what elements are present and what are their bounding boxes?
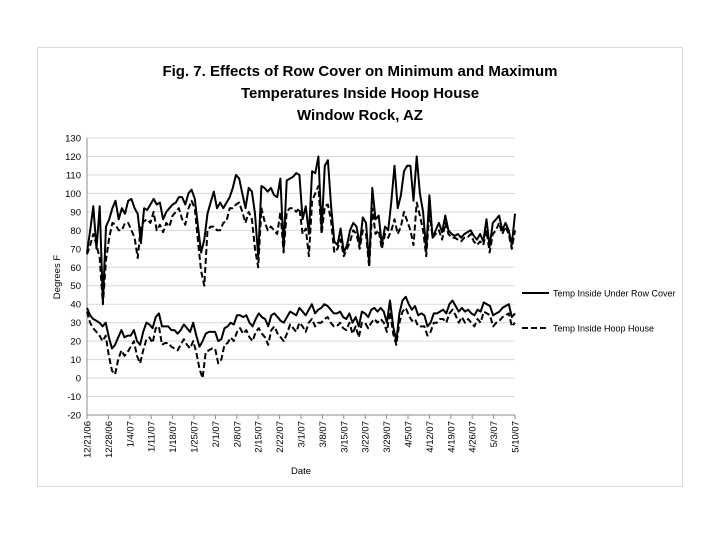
x-axis-title: Date xyxy=(291,466,311,477)
y-tick-label: 60 xyxy=(70,263,81,274)
x-tick-label: 2/1/07 xyxy=(211,421,222,447)
series-hoop-house-min-line xyxy=(86,306,516,380)
y-tick-label: -20 xyxy=(67,411,81,422)
series-row-cover-min-line xyxy=(86,295,516,350)
x-tick-label: 1/4/07 xyxy=(125,421,136,447)
y-tick-label: 120 xyxy=(65,152,81,163)
y-tick-label: 80 xyxy=(70,226,81,237)
x-tick-label: 1/18/07 xyxy=(168,421,179,453)
y-tick-label: 100 xyxy=(65,189,81,200)
y-tick-label: 110 xyxy=(66,170,81,181)
x-tick-label: 5/3/07 xyxy=(489,421,500,447)
y-axis-title: Degrees F xyxy=(52,255,63,300)
y-tick-label: 130 xyxy=(65,134,81,145)
chart-title-line-1: Fig. 7. Effects of Row Cover on Minimum … xyxy=(162,63,558,80)
legend-label: Temp Inside Hoop House xyxy=(553,324,654,334)
x-tick-label: 5/10/07 xyxy=(511,421,522,453)
x-tick-label: 4/26/07 xyxy=(468,421,479,453)
chart-title-line-3: Window Rock, AZ xyxy=(297,107,423,124)
series-row-cover-max-line xyxy=(86,155,516,304)
x-tick-label: 12/21/06 xyxy=(83,421,94,458)
y-tick-label: 20 xyxy=(70,337,81,348)
x-tick-label: 4/5/07 xyxy=(404,421,415,447)
x-tick-label: 12/28/06 xyxy=(104,421,115,458)
y-tick-label: 30 xyxy=(70,318,81,329)
x-tick-label: 2/22/07 xyxy=(275,421,286,453)
legend-label: Temp Inside Under Row Cover xyxy=(553,289,676,299)
x-tick-label: 3/29/07 xyxy=(382,421,393,453)
chart-title-line-2: Temperatures Inside Hoop House xyxy=(240,85,480,102)
x-tick-label: 4/12/07 xyxy=(425,421,436,453)
x-tick-label: 1/11/07 xyxy=(147,421,158,452)
x-tick-label: 3/22/07 xyxy=(361,421,372,453)
x-tick-label: 3/8/07 xyxy=(318,421,329,447)
y-tick-label: -10 xyxy=(67,392,81,403)
y-tick-label: 10 xyxy=(70,355,81,366)
y-tick-label: 50 xyxy=(70,281,81,292)
x-tick-label: 4/19/07 xyxy=(446,421,457,453)
x-tick-label: 1/25/07 xyxy=(190,421,201,453)
y-tick-label: 0 xyxy=(76,374,81,385)
series-hoop-house-max-line xyxy=(86,185,516,306)
x-tick-label: 3/1/07 xyxy=(297,421,308,447)
y-tick-label: 70 xyxy=(70,244,81,255)
x-tick-label: 2/8/07 xyxy=(232,421,243,447)
y-tick-label: 40 xyxy=(70,300,81,311)
x-tick-label: 2/15/07 xyxy=(254,421,265,453)
x-tick-label: 3/15/07 xyxy=(339,421,350,453)
y-tick-label: 90 xyxy=(70,207,81,218)
